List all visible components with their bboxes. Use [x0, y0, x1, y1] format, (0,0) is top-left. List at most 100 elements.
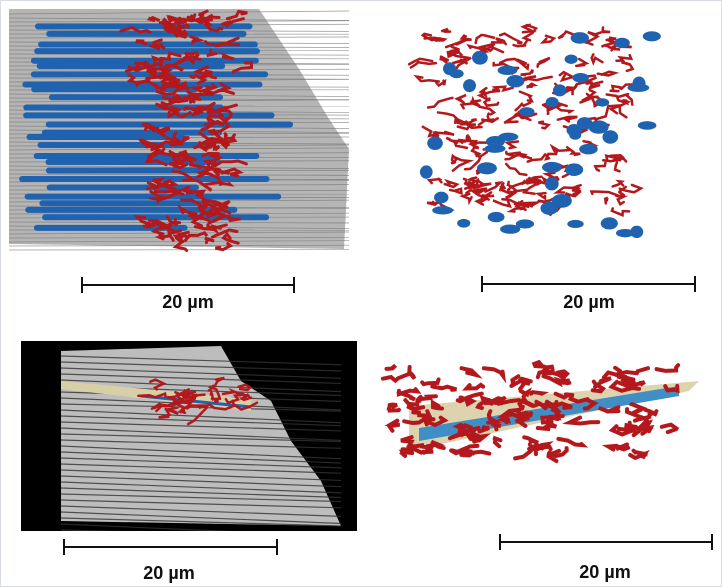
red-fiber: [169, 185, 191, 198]
red-fiber: [453, 115, 461, 125]
red-fiber: [464, 432, 479, 442]
red-fiber: [538, 120, 551, 130]
tissue-striation: [60, 493, 342, 503]
red-fiber: [589, 190, 621, 198]
red-fiber: [148, 43, 166, 50]
tissue-striation: [60, 367, 342, 379]
red-fiber: [400, 435, 415, 452]
red-fiber: [421, 415, 449, 428]
red-fiber: [585, 89, 604, 103]
tissue-striation: [9, 77, 350, 80]
red-fiber: [198, 72, 218, 80]
red-fiber: [474, 33, 496, 45]
red-fiber: [450, 45, 460, 54]
red-fiber: [541, 374, 572, 388]
red-fiber: [201, 152, 221, 160]
blue-structure: [37, 142, 213, 149]
red-fiber: [204, 236, 215, 245]
red-fiber: [420, 32, 442, 42]
red-fiber: [215, 242, 234, 252]
blue-nucleus: [630, 225, 644, 239]
tissue-striation: [60, 451, 342, 464]
red-fiber: [637, 419, 654, 431]
red-fiber: [181, 209, 198, 216]
red-fiber: [155, 85, 186, 96]
red-fiber: [518, 387, 532, 399]
red-fiber: [553, 183, 582, 194]
blue-structure: [45, 167, 209, 174]
red-fiber: [534, 191, 547, 201]
red-fiber: [476, 103, 497, 116]
scale-label-bottom-left: 20 µm: [143, 563, 195, 583]
red-fiber: [210, 228, 239, 239]
red-fiber: [621, 61, 635, 73]
red-fiber: [154, 102, 176, 114]
blue-nucleus: [567, 219, 584, 229]
red-fiber: [459, 366, 483, 379]
red-fiber: [425, 439, 446, 451]
red-fiber: [520, 75, 553, 83]
blue-nucleus: [637, 121, 657, 130]
red-fiber: [407, 364, 417, 380]
red-fiber: [210, 133, 226, 145]
red-fiber: [204, 142, 221, 151]
red-fiber: [492, 199, 512, 209]
blue-nucleus: [472, 50, 488, 65]
tissue-striation: [60, 421, 342, 432]
red-fiber: [164, 407, 179, 415]
red-fiber: [150, 143, 165, 155]
red-fiber: [221, 387, 251, 398]
tissue-striation: [60, 487, 342, 499]
red-fiber: [605, 36, 619, 47]
red-fiber: [514, 199, 527, 212]
tissue-striation: [60, 409, 342, 424]
blue-nucleus: [569, 129, 582, 140]
blue-nucleus: [552, 84, 567, 97]
red-fiber: [189, 35, 205, 45]
red-fiber: [440, 27, 452, 33]
red-fiber: [521, 410, 534, 421]
red-fiber: [426, 96, 454, 109]
blue-nucleus: [572, 72, 589, 83]
red-fiber: [528, 390, 550, 396]
red-fiber: [186, 406, 209, 426]
red-fiber: [659, 422, 680, 435]
blue-structure: [24, 193, 282, 200]
red-fiber: [475, 398, 491, 411]
red-fiber: [212, 199, 231, 207]
red-fiber: [562, 415, 601, 426]
red-fiber: [496, 407, 524, 421]
red-fiber: [215, 42, 241, 48]
scale-bar-top-right: [481, 276, 696, 292]
red-fiber: [150, 224, 168, 236]
red-fiber: [201, 198, 219, 207]
red-fiber: [584, 30, 600, 44]
red-fiber: [177, 402, 191, 415]
blue-nucleus: [595, 98, 610, 107]
red-fiber: [207, 214, 226, 225]
red-fiber: [165, 215, 179, 227]
red-fiber: [505, 190, 519, 199]
red-fiber: [181, 155, 206, 170]
blue-nucleus: [551, 193, 572, 208]
red-fiber: [223, 167, 244, 178]
red-fiber: [137, 392, 167, 399]
red-fiber: [526, 152, 549, 163]
scale-bar-bottom-left: [63, 539, 278, 555]
red-fiber: [451, 155, 475, 172]
red-fiber: [237, 383, 252, 392]
red-fiber: [448, 187, 463, 196]
red-fiber: [522, 435, 539, 445]
red-fiber: [202, 161, 218, 171]
tissue-striation: [9, 36, 350, 39]
red-fiber: [190, 13, 197, 22]
red-fiber: [175, 392, 190, 402]
red-fiber: [520, 69, 534, 77]
tissue-striation: [9, 147, 350, 151]
red-fiber: [446, 49, 463, 59]
red-fiber: [198, 9, 209, 20]
blue-nucleus: [565, 163, 584, 176]
red-fiber: [188, 84, 216, 93]
red-fiber: [151, 38, 163, 51]
red-fiber: [430, 398, 444, 411]
